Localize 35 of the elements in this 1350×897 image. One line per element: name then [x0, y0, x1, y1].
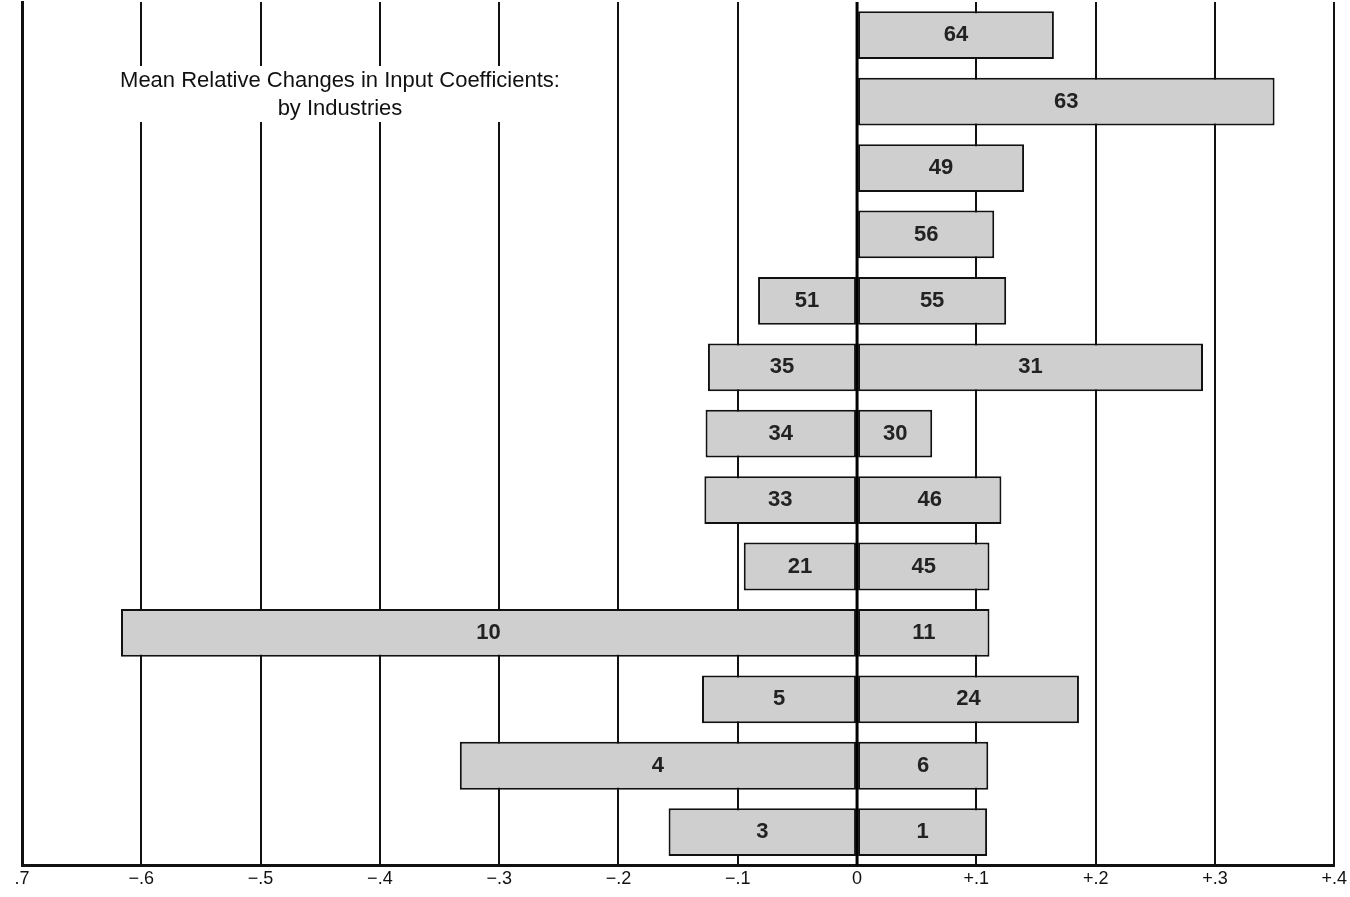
x-tick-label: −.1: [725, 868, 751, 889]
annotation: 30: [882, 419, 908, 445]
annotation: 31: [1018, 353, 1043, 379]
x-tick-label: −.2: [605, 868, 632, 889]
annotation: 55: [919, 286, 945, 312]
annotation: 45: [911, 552, 937, 578]
annotation: 24: [956, 685, 982, 711]
annotation: 6: [917, 751, 930, 777]
annotation: 35: [769, 353, 795, 379]
annotation: 46: [917, 486, 942, 512]
annotation: 34: [768, 419, 794, 445]
x-tick-label: −.6: [128, 868, 155, 889]
x-tick-label: −.5: [247, 868, 274, 889]
annotation: 51: [794, 286, 820, 312]
annotation: 63: [1054, 87, 1079, 113]
annotation: 64: [943, 21, 969, 47]
annotation: 4: [651, 751, 665, 777]
x-tick-label: 0: [852, 868, 863, 889]
annotation: 3: [756, 818, 769, 844]
annotation: 1: [916, 818, 929, 844]
x-tick-label: .7: [14, 868, 30, 889]
x-tick-label: +.3: [1202, 868, 1228, 889]
annotation: 5: [772, 685, 786, 711]
annotation: 21: [787, 552, 813, 578]
x-tick-label: +.4: [1321, 868, 1347, 889]
annotation: 11: [912, 619, 936, 645]
x-tick-label: +.2: [1082, 868, 1109, 889]
annotation: 10: [476, 619, 501, 645]
annotation: 56: [913, 220, 939, 246]
x-tick-label: −.3: [486, 868, 512, 889]
x-tick-label: +.1: [963, 868, 990, 889]
annotation: 49: [928, 154, 954, 180]
text: Mean Relative Changes in Input Coefficients: by Industries: [90, 66, 590, 122]
x-tick-label: −.4: [367, 868, 393, 889]
annotation: 33: [767, 486, 793, 512]
